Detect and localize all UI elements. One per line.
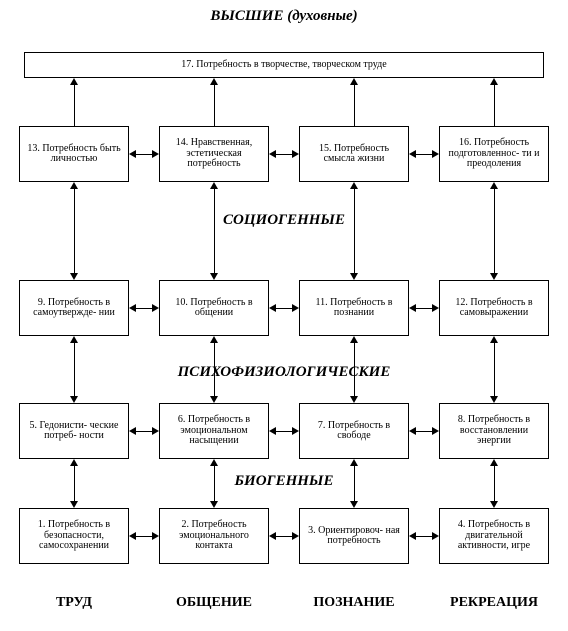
v-arrow-head-down [490, 396, 498, 403]
v-arrow-head-up [350, 182, 358, 189]
h-arrow-head-right [292, 304, 299, 312]
v-arrow-head-up [70, 336, 78, 343]
v-arrow-head-down [490, 501, 498, 508]
box-r3-c1: 2. Потребность эмоционального контакта [159, 508, 269, 564]
v-arrow-line [494, 188, 495, 274]
h-arrow-head-left [409, 427, 416, 435]
h-arrow-head-left [129, 150, 136, 158]
box-r3-c3: 4. Потребность в двигательной активности… [439, 508, 549, 564]
arrow-up-to-top-head [350, 78, 358, 85]
box-r2-c0: 5. Гедонисти- ческие потреб- ности [19, 403, 129, 459]
h-arrow-line [275, 154, 293, 155]
arrow-up-to-top-head [70, 78, 78, 85]
h-arrow-head-left [269, 304, 276, 312]
h-arrow-line [275, 308, 293, 309]
h-arrow-head-left [269, 427, 276, 435]
section-title-top: ВЫСШИЕ (духовные) [0, 8, 568, 25]
box-r1-c0: 9. Потребность в самоутвержде- нии [19, 280, 129, 336]
box-r1-c1: 10. Потребность в общении [159, 280, 269, 336]
box-r3-c2: 3. Ориентировоч- ная потребность [299, 508, 409, 564]
h-arrow-head-left [129, 304, 136, 312]
v-arrow-line [214, 188, 215, 274]
arrow-up-to-top-line [74, 84, 75, 126]
v-arrow-head-up [210, 459, 218, 466]
v-arrow-line [354, 188, 355, 274]
v-arrow-head-down [350, 501, 358, 508]
section-title-bio: БИОГЕННЫЕ [0, 473, 568, 490]
v-arrow-line [74, 188, 75, 274]
section-title-socio: СОЦИОГЕННЫЕ [0, 212, 568, 229]
v-arrow-head-up [350, 336, 358, 343]
box-r2-c3: 8. Потребность в восстановлении энергии [439, 403, 549, 459]
h-arrow-head-right [292, 532, 299, 540]
h-arrow-head-left [269, 532, 276, 540]
column-title-c2: ОБЩЕНИЕ [149, 595, 279, 611]
box-r3-c0: 1. Потребность в безопасности, самосохра… [19, 508, 129, 564]
v-arrow-head-up [490, 336, 498, 343]
v-arrow-head-up [490, 459, 498, 466]
column-title-c1: ТРУД [9, 595, 139, 611]
h-arrow-line [135, 431, 153, 432]
box-r0-c2: 15. Потребность смысла жизни [299, 126, 409, 182]
column-title-c3: ПОЗНАНИЕ [289, 595, 419, 611]
v-arrow-head-down [210, 396, 218, 403]
box-r0-c0: 13. Потребность быть личностью [19, 126, 129, 182]
h-arrow-line [135, 154, 153, 155]
h-arrow-line [275, 431, 293, 432]
h-arrow-head-right [432, 532, 439, 540]
h-arrow-head-right [152, 150, 159, 158]
arrow-up-to-top-head [210, 78, 218, 85]
h-arrow-head-left [409, 150, 416, 158]
h-arrow-head-right [292, 427, 299, 435]
h-arrow-head-right [432, 304, 439, 312]
h-arrow-head-right [152, 427, 159, 435]
box-17: 17. Потребность в творчестве, творческом… [24, 52, 544, 78]
v-arrow-head-down [490, 273, 498, 280]
v-arrow-head-down [70, 273, 78, 280]
arrow-up-to-top-line [214, 84, 215, 126]
section-title-psycho: ПСИХОФИЗИОЛОГИЧЕСКИЕ [0, 364, 568, 381]
h-arrow-line [415, 536, 433, 537]
v-arrow-head-down [70, 501, 78, 508]
box-r0-c1: 14. Нравственная, эстетическая потребнос… [159, 126, 269, 182]
h-arrow-line [415, 154, 433, 155]
box-r1-c2: 11. Потребность в познании [299, 280, 409, 336]
v-arrow-head-up [70, 459, 78, 466]
arrow-up-to-top-line [354, 84, 355, 126]
h-arrow-head-right [432, 427, 439, 435]
v-arrow-head-down [350, 273, 358, 280]
v-arrow-head-up [70, 182, 78, 189]
v-arrow-head-up [210, 182, 218, 189]
h-arrow-head-left [409, 532, 416, 540]
h-arrow-head-left [409, 304, 416, 312]
v-arrow-head-down [210, 273, 218, 280]
h-arrow-line [415, 431, 433, 432]
h-arrow-line [135, 308, 153, 309]
box-r1-c3: 12. Потребность в самовыражении [439, 280, 549, 336]
arrow-up-to-top-head [490, 78, 498, 85]
h-arrow-line [275, 536, 293, 537]
h-arrow-head-left [269, 150, 276, 158]
v-arrow-head-up [210, 336, 218, 343]
h-arrow-head-left [129, 532, 136, 540]
v-arrow-head-up [350, 459, 358, 466]
h-arrow-head-right [432, 150, 439, 158]
box-r2-c1: 6. Потребность в эмоциональном насыщении [159, 403, 269, 459]
v-arrow-head-down [70, 396, 78, 403]
box-r2-c2: 7. Потребность в свободе [299, 403, 409, 459]
v-arrow-head-down [210, 501, 218, 508]
arrow-up-to-top-line [494, 84, 495, 126]
h-arrow-head-right [152, 532, 159, 540]
h-arrow-head-left [129, 427, 136, 435]
box-r0-c3: 16. Потребность подготовленнос- ти и пре… [439, 126, 549, 182]
v-arrow-head-down [350, 396, 358, 403]
h-arrow-line [415, 308, 433, 309]
column-title-c4: РЕКРЕАЦИЯ [429, 595, 559, 611]
h-arrow-line [135, 536, 153, 537]
h-arrow-head-right [292, 150, 299, 158]
v-arrow-head-up [490, 182, 498, 189]
h-arrow-head-right [152, 304, 159, 312]
